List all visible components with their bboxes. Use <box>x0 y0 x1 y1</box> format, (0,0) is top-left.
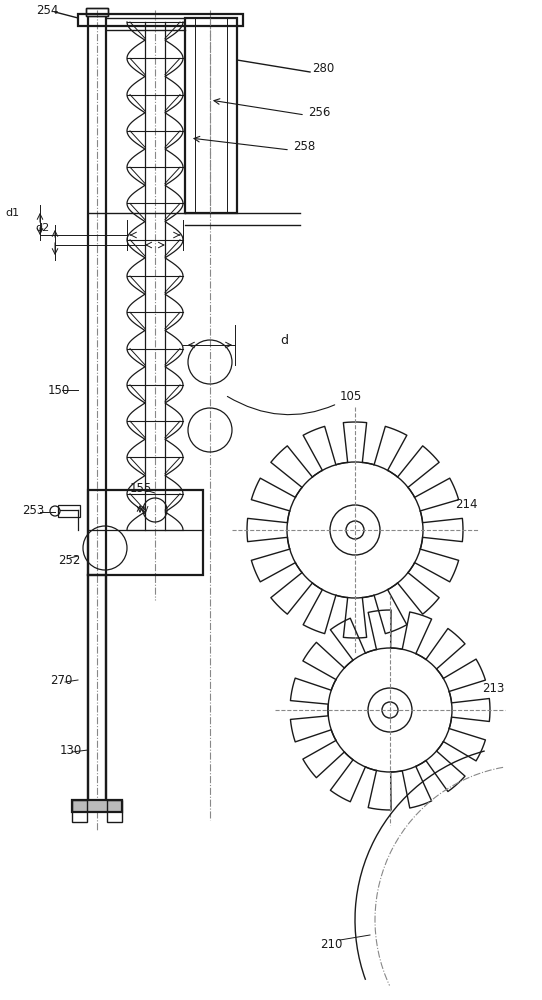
Text: 105: 105 <box>228 390 362 415</box>
Text: 270: 270 <box>50 674 73 686</box>
Bar <box>185 18 237 213</box>
Bar <box>72 800 87 822</box>
Bar <box>86 8 108 16</box>
Text: 280: 280 <box>312 62 334 75</box>
Bar <box>72 800 122 812</box>
Text: 150: 150 <box>48 383 70 396</box>
Text: 214: 214 <box>455 498 478 512</box>
Text: d1: d1 <box>5 208 19 218</box>
Text: d2: d2 <box>35 223 49 233</box>
Text: y: y <box>143 504 149 514</box>
Text: 155: 155 <box>130 482 152 494</box>
Text: 253: 253 <box>22 504 44 516</box>
Text: 213: 213 <box>482 682 505 694</box>
Bar <box>86 8 108 16</box>
Text: 254: 254 <box>36 3 59 16</box>
Text: 252: 252 <box>58 554 80 566</box>
Text: d: d <box>280 334 288 347</box>
Text: 210: 210 <box>320 938 343 952</box>
Text: 256: 256 <box>308 105 331 118</box>
Bar <box>88 490 203 575</box>
Bar <box>78 14 243 26</box>
Text: 130: 130 <box>60 744 82 756</box>
Bar <box>58 505 80 517</box>
Text: 258: 258 <box>293 140 315 153</box>
Bar <box>107 800 122 822</box>
